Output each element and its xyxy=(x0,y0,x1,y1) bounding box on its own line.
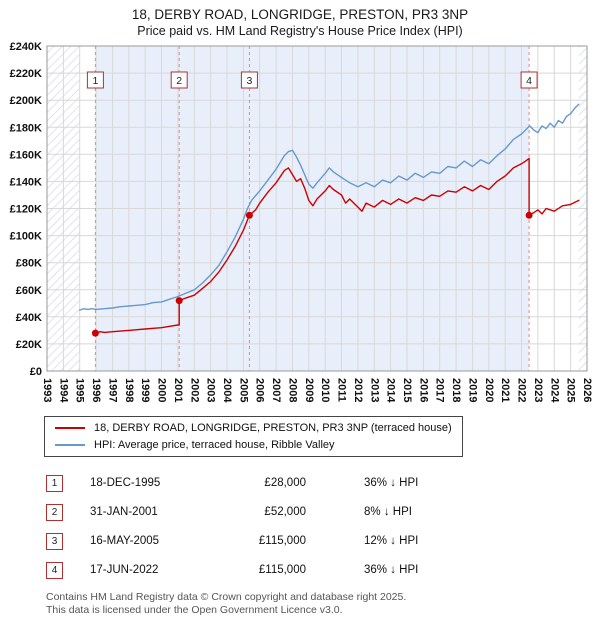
property-line-swatch xyxy=(55,426,85,429)
svg-text:2: 2 xyxy=(176,75,182,87)
svg-text:2017: 2017 xyxy=(434,378,446,402)
transaction-row: 2 31-JAN-2001 £52,000 8% ↓ HPI xyxy=(0,498,600,527)
svg-text:2003: 2003 xyxy=(205,378,217,402)
transaction-hpi-delta: 36% ↓ HPI xyxy=(364,564,419,576)
svg-text:2025: 2025 xyxy=(565,378,577,402)
svg-text:2023: 2023 xyxy=(532,378,544,402)
svg-text:£40K: £40K xyxy=(16,311,42,323)
svg-text:1997: 1997 xyxy=(107,378,119,402)
svg-text:1999: 1999 xyxy=(139,378,151,402)
svg-text:2004: 2004 xyxy=(221,378,233,403)
svg-text:1998: 1998 xyxy=(123,378,135,402)
svg-text:2015: 2015 xyxy=(401,378,413,402)
transaction-row: 3 16-MAY-2005 £115,000 12% ↓ HPI xyxy=(0,527,600,556)
license-footer: Contains HM Land Registry data © Crown c… xyxy=(0,591,600,618)
footer-line-2: This data is licensed under the Open Gov… xyxy=(46,604,343,617)
footer-line-1: Contains HM Land Registry data © Crown c… xyxy=(46,590,407,603)
svg-text:2002: 2002 xyxy=(188,378,200,402)
svg-text:2021: 2021 xyxy=(499,378,511,402)
svg-text:2001: 2001 xyxy=(172,378,184,402)
svg-text:£120K: £120K xyxy=(10,203,42,215)
svg-text:2012: 2012 xyxy=(352,378,364,402)
chart-legend: 18, DERBY ROAD, LONGRIDGE, PRESTON, PR3 … xyxy=(44,415,463,457)
svg-text:2014: 2014 xyxy=(385,378,397,403)
svg-text:3: 3 xyxy=(246,75,252,87)
svg-text:£160K: £160K xyxy=(10,149,42,161)
svg-text:£60K: £60K xyxy=(16,284,42,296)
transaction-hpi-delta: 36% ↓ HPI xyxy=(364,477,419,489)
svg-text:£20K: £20K xyxy=(16,338,42,350)
transaction-row: 1 18-DEC-1995 £28,000 36% ↓ HPI xyxy=(0,469,600,498)
svg-text:2011: 2011 xyxy=(336,378,348,402)
svg-text:1994: 1994 xyxy=(57,378,69,403)
svg-text:1: 1 xyxy=(92,75,98,87)
hpi-line-swatch xyxy=(55,443,85,446)
transaction-number-badge: 1 xyxy=(46,474,63,492)
svg-text:2006: 2006 xyxy=(254,378,266,402)
svg-text:£200K: £200K xyxy=(10,95,42,107)
transaction-hpi-delta: 8% ↓ HPI xyxy=(364,506,412,518)
transaction-number-badge: 4 xyxy=(46,561,63,579)
legend-label-property: 18, DERBY ROAD, LONGRIDGE, PRESTON, PR3 … xyxy=(94,421,452,434)
legend-item-hpi: HPI: Average price, terraced house, Ribb… xyxy=(55,439,452,451)
transaction-date: 31-JAN-2001 xyxy=(90,506,158,518)
legend-item-property: 18, DERBY ROAD, LONGRIDGE, PRESTON, PR3 … xyxy=(55,422,452,434)
svg-text:2022: 2022 xyxy=(516,378,528,402)
transaction-row: 4 17-JUN-2022 £115,000 36% ↓ HPI xyxy=(0,556,600,585)
transaction-price: £115,000 xyxy=(258,564,306,576)
svg-text:£0: £0 xyxy=(30,366,42,378)
svg-text:1993: 1993 xyxy=(41,378,53,402)
legend-label-hpi: HPI: Average price, terraced house, Ribb… xyxy=(94,438,335,451)
svg-text:2005: 2005 xyxy=(237,378,249,402)
transaction-date: 17-JUN-2022 xyxy=(90,564,159,576)
transaction-date: 16-MAY-2005 xyxy=(90,535,160,547)
svg-text:1996: 1996 xyxy=(90,378,102,402)
svg-text:£140K: £140K xyxy=(10,176,42,188)
transaction-price: £52,000 xyxy=(264,506,306,518)
transaction-hpi-delta: 12% ↓ HPI xyxy=(364,535,419,547)
price-chart: 1993 1994 1995 1996 1997 1998 1999 2000 2001 2002… xyxy=(0,39,600,412)
svg-text:£220K: £220K xyxy=(10,68,42,80)
page-subtitle: Price paid vs. HM Land Registry's House … xyxy=(137,23,463,38)
transaction-number-badge: 3 xyxy=(46,532,63,550)
svg-text:2020: 2020 xyxy=(483,378,495,402)
svg-text:2000: 2000 xyxy=(156,378,168,402)
transaction-price: £115,000 xyxy=(258,535,306,547)
svg-text:£100K: £100K xyxy=(10,230,42,242)
transaction-date: 18-DEC-1995 xyxy=(90,477,161,489)
svg-text:2008: 2008 xyxy=(287,378,299,402)
transaction-number-badge: 2 xyxy=(46,503,63,521)
svg-text:2007: 2007 xyxy=(270,378,282,402)
svg-text:2026: 2026 xyxy=(581,378,593,402)
svg-text:£180K: £180K xyxy=(10,122,42,134)
svg-text:2019: 2019 xyxy=(467,378,479,402)
transaction-list: 1 18-DEC-1995 £28,000 36% ↓ HPI 2 31-JAN… xyxy=(0,469,600,585)
svg-text:2010: 2010 xyxy=(319,378,331,402)
svg-text:2009: 2009 xyxy=(303,378,315,402)
transaction-price: £28,000 xyxy=(264,477,306,489)
svg-text:1995: 1995 xyxy=(74,378,86,402)
svg-text:2016: 2016 xyxy=(417,378,429,402)
svg-text:£80K: £80K xyxy=(16,257,42,269)
svg-text:2013: 2013 xyxy=(368,378,380,402)
svg-text:£240K: £240K xyxy=(10,41,42,53)
svg-text:2024: 2024 xyxy=(548,378,560,403)
page-title: 18, DERBY ROAD, LONGRIDGE, PRESTON, PR3 … xyxy=(131,7,469,22)
svg-text:2018: 2018 xyxy=(450,378,462,402)
svg-text:4: 4 xyxy=(526,75,532,87)
